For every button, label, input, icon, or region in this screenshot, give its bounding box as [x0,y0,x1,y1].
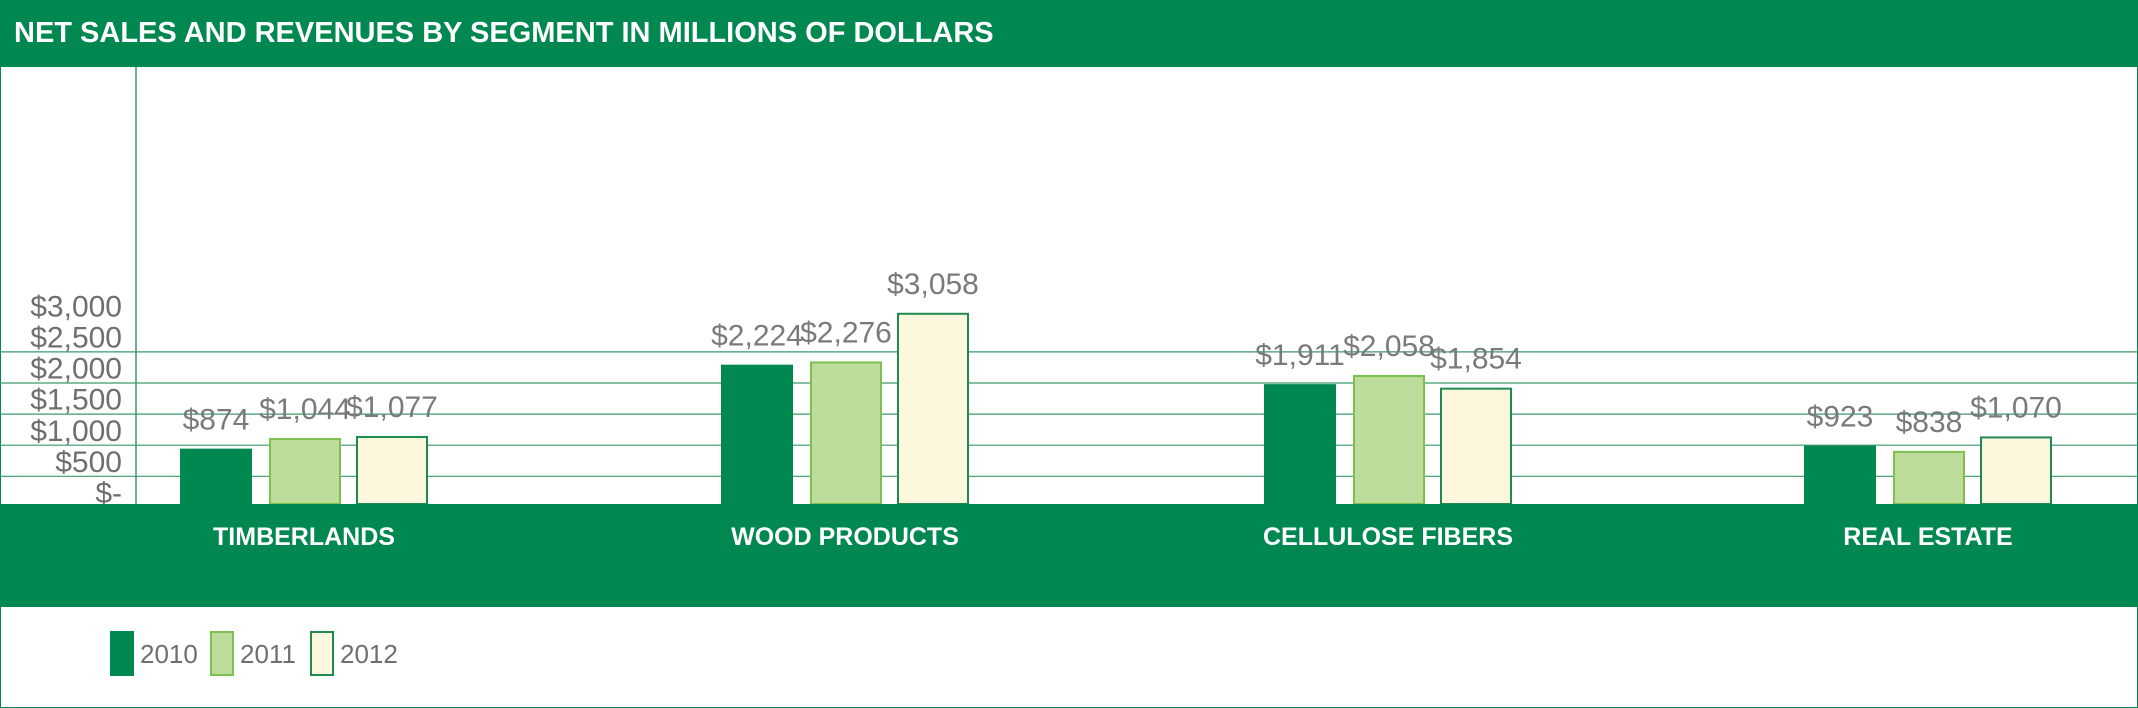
legend-swatch-2011 [210,631,234,676]
y-tick-label: $3,000 [30,290,122,323]
bar-2011-timberlands [269,438,341,505]
legend-swatch-2010 [110,631,134,676]
data-labels: $874 $2,224 $1,911 $923 $1,044 $2,276 $2,058 $8… [183,268,2062,439]
y-axis-ticks: $-$500$1,000$1,500$2,000$2,500$3,000 [30,290,122,510]
data-label: $1,854 [1430,343,1522,376]
data-label: $1,070 [1970,391,2062,424]
bar-2011-real-estate [1893,450,1965,506]
y-tick-label: $2,000 [30,353,122,386]
bar-2010-timberlands [180,448,252,506]
bar-2012-real-estate [1980,436,2052,506]
title-band [0,0,2138,67]
data-label: $3,058 [887,268,979,301]
legend-label: 2012 [340,639,398,669]
category-label: WOOD PRODUCTS [731,523,959,551]
bar-2012-cellulose-fibers [1440,387,1512,506]
bar-2012-timberlands [356,436,428,505]
data-label: $1,044 [259,393,351,426]
bars [180,312,2052,506]
bar-2010-cellulose-fibers [1264,384,1336,505]
data-label: $1,077 [346,391,438,424]
legend: 2010 2011 2012 [110,631,398,676]
data-label: $838 [1896,406,1963,439]
legend-swatch-2012 [310,631,334,676]
y-tick-label: $2,500 [30,322,122,355]
category-label: TIMBERLANDS [213,523,395,551]
bar-2011-wood-products [810,361,882,505]
data-label: $2,276 [800,316,892,349]
data-label: $2,224 [711,320,803,353]
data-label: $2,058 [1343,330,1435,363]
data-label: $923 [1807,401,1874,434]
y-tick-label: $1,000 [30,415,122,448]
bar-2011-cellulose-fibers [1353,374,1425,505]
category-label: REAL ESTATE [1843,523,2012,551]
data-label: $874 [183,404,250,437]
chart-title: NET SALES AND REVENUES BY SEGMENT IN MIL… [14,17,994,49]
bar-2010-wood-products [721,364,793,505]
y-tick-label: $500 [55,446,122,479]
data-label: $1,911 [1255,339,1345,372]
category-labels: TIMBERLANDS WOOD PRODUCTS CELLULOSE FIBERS… [213,523,2013,551]
legend-label: 2011 [240,639,296,669]
category-band [0,504,2138,607]
bar-2012-wood-products [897,312,969,505]
legend-label: 2010 [140,639,198,669]
bar-2010-real-estate [1804,445,1876,505]
y-tick-label: $1,500 [30,384,122,417]
category-label: CELLULOSE FIBERS [1263,523,1513,551]
